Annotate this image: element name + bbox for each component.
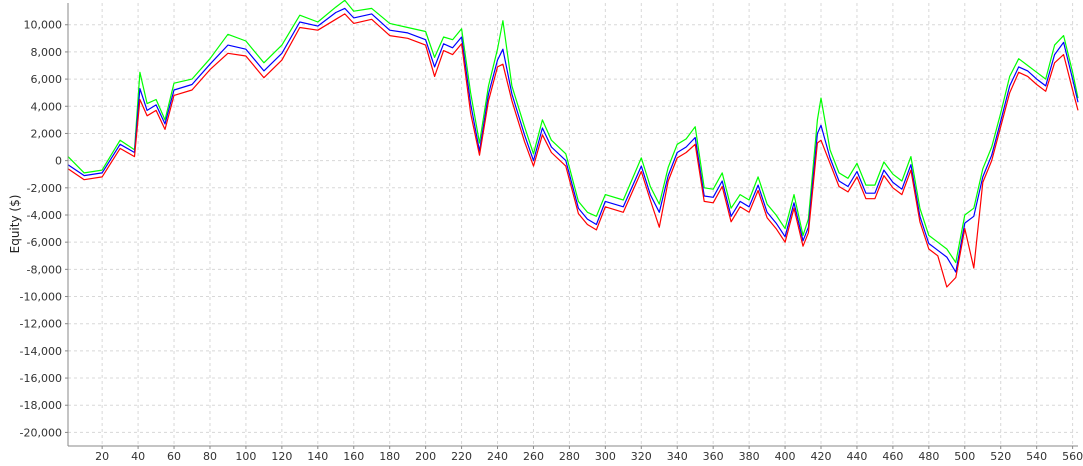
x-tick-label: 60 [167, 450, 181, 463]
x-tick-label: 220 [451, 450, 472, 463]
grid-lines [68, 3, 1078, 446]
x-axis-ticks: 20 40 60 80 100 120 140 160 180 200 220 240 260 280 30… [95, 446, 1083, 463]
y-tick-label: 8,000 [31, 46, 63, 59]
axes [67, 3, 1078, 447]
y-tick-label: -10,000 [20, 291, 62, 304]
y-tick-label: -12,000 [20, 318, 62, 331]
x-tick-label: 300 [595, 450, 616, 463]
y-tick-label: 0 [55, 155, 62, 168]
x-tick-label: 520 [990, 450, 1011, 463]
y-tick-label: 10,000 [24, 19, 63, 32]
y-tick-label: -16,000 [20, 372, 62, 385]
x-tick-label: 100 [235, 450, 256, 463]
x-tick-label: 280 [559, 450, 580, 463]
series-line-1 [67, 0, 1079, 264]
x-tick-label: 80 [203, 450, 217, 463]
x-tick-label: 120 [271, 450, 292, 463]
x-tick-label: 460 [882, 450, 903, 463]
y-tick-label: -8,000 [27, 263, 62, 276]
x-tick-label: 500 [954, 450, 975, 463]
y-tick-label: -6,000 [27, 236, 62, 249]
x-tick-label: 140 [307, 450, 328, 463]
x-tick-label: 180 [379, 450, 400, 463]
y-tick-label: -14,000 [20, 345, 62, 358]
y-tick-label: 2,000 [31, 127, 63, 140]
x-tick-label: 320 [631, 450, 652, 463]
x-tick-label: 40 [131, 450, 145, 463]
series-line-3 [67, 13, 1079, 288]
y-tick-label: -20,000 [20, 426, 62, 439]
x-tick-label: 260 [523, 450, 544, 463]
x-tick-label: 360 [703, 450, 724, 463]
y-tick-label: 4,000 [31, 100, 63, 113]
y-tick-label: -4,000 [27, 209, 62, 222]
x-tick-label: 480 [918, 450, 939, 463]
y-tick-label: 6,000 [31, 73, 63, 86]
x-tick-label: 560 [1062, 450, 1083, 463]
series-layer [67, 0, 1079, 288]
x-tick-label: 440 [846, 450, 867, 463]
plot-background [68, 3, 1078, 446]
series-line-2 [67, 7, 1079, 273]
y-tick-label: -18,000 [20, 399, 62, 412]
x-tick-label: 20 [95, 450, 109, 463]
y-axis-label: Equity ($) [8, 195, 22, 254]
x-tick-label: 200 [415, 450, 436, 463]
x-tick-label: 240 [487, 450, 508, 463]
x-tick-label: 540 [1026, 450, 1047, 463]
x-tick-label: 160 [343, 450, 364, 463]
y-axis-ticks: 10,000 8,000 6,000 4,000 2,000 0 -2,000 -4,000 -… [20, 19, 68, 439]
x-tick-label: 380 [739, 450, 760, 463]
x-tick-label: 400 [775, 450, 796, 463]
y-tick-label: -2,000 [27, 182, 62, 195]
x-tick-label: 420 [811, 450, 832, 463]
x-tick-label: 340 [667, 450, 688, 463]
